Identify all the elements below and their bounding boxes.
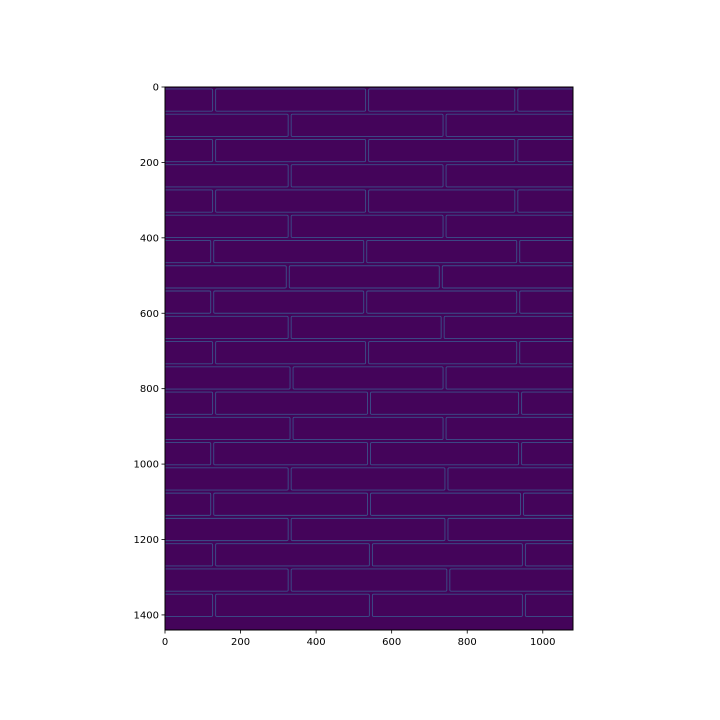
brick-outline (165, 492, 212, 516)
plot-frame (164, 86, 574, 631)
brick-outline (165, 366, 291, 390)
y-axis: 0 200 400 600 800 1000 1200 1400 (134, 83, 165, 621)
brick-outline (445, 113, 573, 137)
brick-outline (521, 442, 573, 466)
brick-outline (447, 517, 573, 542)
brick-outline (290, 467, 446, 491)
brick-outline (445, 164, 573, 188)
brick-outline (368, 138, 516, 163)
brick-outline (443, 315, 573, 339)
brick-outline (519, 341, 573, 365)
brick-outline (521, 391, 573, 415)
brick-outline (213, 290, 365, 314)
y-tick-label: 0 (153, 83, 159, 94)
y-tick-label: 200 (140, 158, 159, 169)
brick-outline (165, 88, 214, 112)
brick-outline (370, 492, 521, 516)
brick-outline (445, 214, 573, 238)
brick-outline (165, 315, 289, 339)
brick-outline (165, 391, 214, 415)
brick-outline (519, 240, 573, 264)
brick-outline (290, 113, 444, 137)
brick-outline (524, 593, 573, 617)
brick-outline (371, 593, 523, 617)
brick-outline (445, 366, 573, 390)
brick-outline (368, 88, 516, 112)
brick-outline (165, 164, 289, 188)
brick-outline (441, 265, 573, 289)
brick-outline (370, 391, 520, 415)
brick-outline (519, 290, 573, 314)
brick-outline (370, 442, 520, 466)
brick-outline (165, 214, 289, 238)
brick-outline (517, 138, 573, 163)
brick-outline (165, 138, 214, 163)
brick-outline (165, 113, 289, 137)
x-tick-label: 800 (458, 637, 477, 648)
brick-outline (165, 467, 289, 491)
brick-outline (524, 543, 573, 567)
x-tick-label: 200 (231, 637, 250, 648)
x-axis: 0 200 400 600 800 1000 (162, 630, 556, 648)
y-tick-label: 600 (140, 309, 159, 320)
brick-outline (165, 290, 212, 314)
y-tick-label: 1200 (134, 535, 159, 546)
brick-outline (165, 341, 214, 365)
brick-outline (517, 88, 573, 112)
brick-outline (517, 189, 573, 213)
x-tick-label: 400 (307, 637, 326, 648)
brick-outline (213, 492, 368, 516)
y-tick-label: 1400 (134, 610, 159, 621)
brick-outline (290, 214, 444, 238)
brick-outline (290, 164, 444, 188)
brick-outline (290, 517, 446, 542)
brick-outline (366, 290, 518, 314)
brick-outline (165, 517, 289, 542)
y-tick-label: 400 (140, 233, 159, 244)
x-tick-label: 0 (162, 637, 168, 648)
brick-outline (292, 416, 444, 441)
brick-outline (288, 265, 440, 289)
brick-outline (165, 189, 214, 213)
brick-outline (215, 593, 370, 617)
plot-area (165, 87, 573, 630)
brick-outline (215, 138, 367, 163)
brick-outline (213, 442, 368, 466)
brick-outline (215, 391, 368, 415)
brick-outline (290, 568, 448, 592)
brick-outline (213, 240, 365, 264)
brick-outline (165, 543, 214, 567)
brick-edges (165, 88, 573, 617)
brick-outline (215, 88, 367, 112)
brick-outline (292, 366, 444, 390)
brick-outline (165, 416, 291, 441)
brick-outline (165, 568, 289, 592)
brick-outline (215, 543, 370, 567)
brick-outline (290, 315, 442, 339)
x-tick-label: 600 (382, 637, 401, 648)
brick-outline (371, 543, 523, 567)
brick-outline (165, 265, 287, 289)
brick-outline (445, 416, 573, 441)
brick-outline (368, 189, 516, 213)
brick-outline (447, 467, 573, 491)
brick-outline (165, 442, 212, 466)
x-tick-label: 1000 (530, 637, 555, 648)
brick-outline (215, 189, 367, 213)
brick-outline (449, 568, 573, 592)
y-tick-label: 1000 (134, 460, 159, 471)
brick-outline (165, 593, 214, 617)
brick-outline (165, 240, 212, 264)
brick-outline (523, 492, 573, 516)
brick-outline (366, 240, 518, 264)
brick-outline (215, 341, 367, 365)
y-tick-label: 800 (140, 384, 159, 395)
brick-outline (368, 341, 518, 365)
